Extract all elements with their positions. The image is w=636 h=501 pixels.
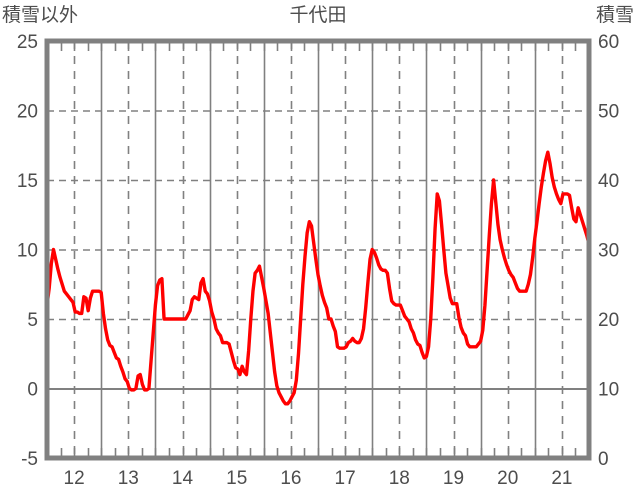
y2-axis-tick-label: 10 (598, 380, 619, 401)
plot-frame (44, 38, 592, 461)
y-axis-tick-label: 15 (17, 171, 38, 192)
x-axis-tick-label: 21 (551, 468, 572, 489)
y2-axis-tick-label: 40 (598, 171, 619, 192)
page-title: 千代田 (289, 5, 347, 26)
x-axis-tick-label: 14 (172, 468, 194, 489)
y2-axis-tick-label: 20 (598, 310, 619, 331)
gridlines (47, 41, 589, 458)
y-axis-tick-label: 20 (17, 102, 38, 123)
x-axis-tick-label: 20 (497, 468, 518, 489)
right-axis-title: 積雪 (595, 5, 634, 26)
y2-axis-tick-label: 60 (598, 32, 619, 53)
y2-axis-tick-label: 0 (598, 449, 609, 470)
x-axis-tick-label: 18 (389, 468, 410, 489)
y-axis-tick-label: -5 (21, 449, 38, 470)
x-axis-tick-label: 13 (118, 468, 139, 489)
left-axis-title: 積雪以外 (2, 5, 79, 26)
x-axis-tick-label: 12 (64, 468, 85, 489)
y-axis-tick-label: 10 (17, 241, 38, 262)
y-axis-tick-label: 25 (17, 32, 38, 53)
x-axis-tick-label: 17 (335, 468, 356, 489)
plot-border (44, 38, 592, 461)
x-axis-tick-label: 15 (226, 468, 247, 489)
x-axis-tick-label: 16 (280, 468, 301, 489)
y-axis-tick-label: 0 (27, 380, 38, 401)
y2-axis-tick-label: 50 (598, 102, 619, 123)
y2-axis-tick-label: 30 (598, 241, 619, 262)
x-axis-tick-label: 19 (443, 468, 464, 489)
y-axis-tick-label: 5 (27, 310, 38, 331)
series-line-non-snow (45, 150, 591, 406)
